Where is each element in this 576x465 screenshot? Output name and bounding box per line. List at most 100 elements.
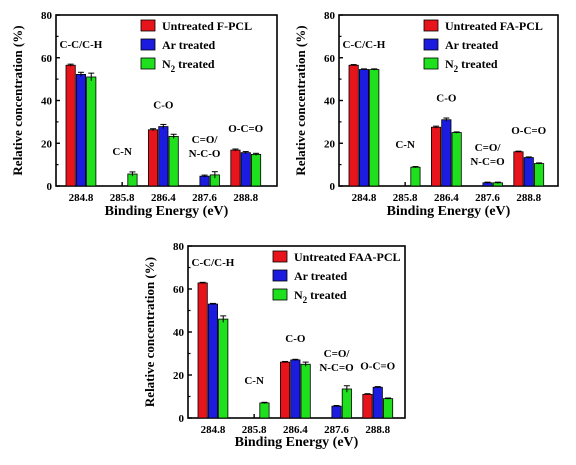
x-tick-label: 285.8	[242, 424, 267, 436]
legend-label: Ar treated	[162, 38, 216, 52]
y-tick-label: 40	[41, 96, 53, 108]
y-tick-label: 60	[173, 284, 185, 296]
bar	[362, 393, 373, 419]
y-tick-label: 40	[173, 327, 185, 339]
legend-swatch	[423, 38, 439, 51]
bar	[441, 119, 452, 187]
y-tick-label: 40	[324, 96, 336, 108]
peak-annotation: O-C=O	[360, 360, 395, 372]
x-tick-label: 287.6	[475, 192, 500, 204]
bar	[523, 157, 534, 187]
bar	[451, 132, 462, 187]
bar	[147, 129, 159, 187]
x-tick-label: 286.4	[283, 424, 308, 436]
y-axis-label: Relative concentration (%)	[10, 25, 25, 175]
peak-annotation: C-C/C-H	[192, 257, 235, 269]
bar	[430, 126, 442, 187]
x-tick-label: 287.6	[192, 192, 217, 204]
y-tick-label: 80	[324, 10, 336, 22]
legend-swatch	[272, 288, 288, 301]
bar	[348, 64, 359, 187]
bar	[218, 318, 229, 419]
y-tick-label: 60	[41, 53, 53, 65]
x-axis-label: Binding Energy (eV)	[387, 204, 511, 219]
y-axis-label: Relative concentration (%)	[293, 25, 308, 175]
y-tick-label: 80	[41, 10, 53, 22]
bar	[341, 388, 352, 419]
peak-annotation: C-O	[436, 93, 457, 105]
x-axis-label: Binding Energy (eV)	[105, 204, 229, 219]
bar	[259, 402, 270, 419]
legend-swatch	[423, 19, 439, 32]
peak-annotation: O-C=O	[228, 123, 263, 135]
legend-swatch	[272, 250, 288, 263]
legend-label: N2 treated	[162, 57, 215, 74]
bar	[75, 74, 87, 187]
legend-label: Untreated FA-PCL	[445, 19, 543, 33]
x-tick-label: 284.8	[69, 192, 94, 204]
peak-annotation: N-C=O	[470, 156, 505, 168]
x-tick-label: 288.8	[365, 424, 390, 436]
y-tick-label: 20	[324, 138, 336, 150]
peak-annotation: C=O/	[192, 134, 219, 146]
legend-swatch	[272, 269, 288, 282]
x-tick-label: 286.4	[151, 192, 176, 204]
peak-annotation: C-N	[112, 146, 132, 158]
legend-swatch	[140, 57, 156, 70]
peak-annotation: C-C/C-H	[60, 39, 103, 51]
y-tick-label: 20	[41, 138, 53, 150]
bar	[168, 136, 179, 187]
y-axis-label: Relative concentration (%)	[142, 257, 157, 407]
bar	[158, 126, 169, 187]
legend-label: N2 treated	[445, 57, 498, 74]
bar	[534, 163, 545, 187]
bar	[358, 69, 369, 187]
bar	[86, 76, 97, 187]
peak-annotation: N-C=O	[319, 362, 354, 374]
bar	[513, 151, 524, 187]
bar	[331, 405, 342, 419]
y-tick-label: 80	[173, 241, 185, 253]
peak-annotation: C=O/	[475, 142, 502, 154]
x-tick-label: 288.8	[233, 192, 258, 204]
legend-label: Ar treated	[445, 38, 499, 52]
bar	[372, 386, 383, 419]
legend-label: N2 treated	[294, 288, 347, 305]
y-tick-label: 0	[47, 181, 53, 193]
x-tick-label: 285.8	[110, 192, 135, 204]
peak-annotation: O-C=O	[511, 125, 546, 137]
bar	[65, 64, 76, 187]
bar	[369, 69, 380, 187]
y-tick-label: 60	[324, 53, 336, 65]
peak-annotation: C-O	[285, 333, 306, 345]
legend-label: Untreated FAA-PCL	[294, 250, 401, 264]
peak-annotation: C-N	[244, 375, 264, 387]
x-axis-label: Binding Energy (eV)	[235, 435, 359, 450]
bar	[382, 398, 394, 419]
bar	[410, 166, 421, 187]
bar	[300, 363, 311, 419]
bar	[240, 152, 251, 187]
bar	[250, 153, 262, 187]
legend-label: Ar treated	[294, 269, 348, 283]
peak-annotation: C-N	[395, 139, 415, 151]
chart-panel-1: 0 20 40 60 80 Relative concentration (%) Bindi…	[10, 10, 278, 219]
bar	[279, 361, 291, 419]
x-tick-label: 288.8	[516, 192, 541, 204]
peak-annotation: C=O/	[324, 348, 351, 360]
x-tick-label: 286.4	[434, 192, 459, 204]
peak-annotation: C-O	[153, 100, 174, 112]
peak-annotation: C-C/C-H	[343, 39, 386, 51]
bar	[197, 282, 208, 419]
bar	[207, 303, 219, 419]
legend-swatch	[423, 57, 439, 70]
chart-panel-3: 0 20 40 60 80 Relative concentration (%) Bindi…	[142, 241, 406, 450]
bar	[230, 149, 241, 187]
y-tick-label: 20	[173, 370, 185, 382]
bar	[290, 359, 301, 419]
y-tick-label: 0	[179, 413, 185, 425]
chart-panel-2: 0 20 40 60 80 Relative concentration (%) Bindi…	[293, 10, 559, 219]
bar	[199, 175, 210, 187]
y-tick-label: 0	[330, 181, 336, 193]
